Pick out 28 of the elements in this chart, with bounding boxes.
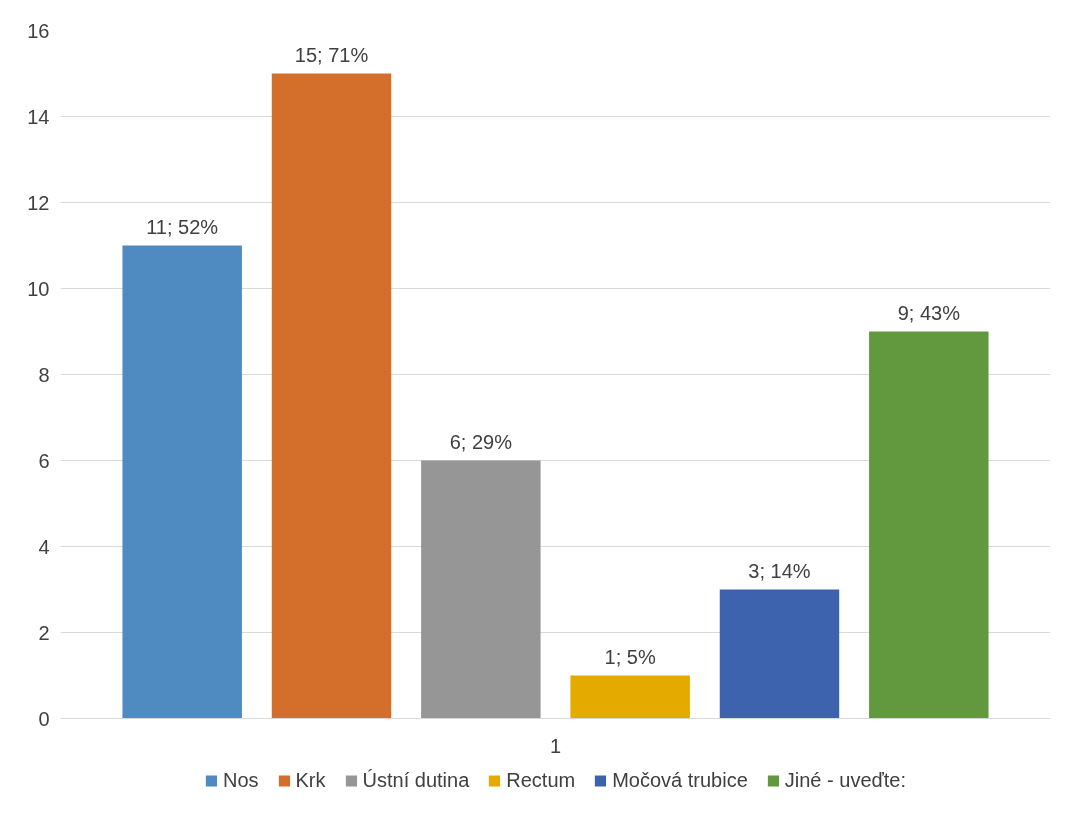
legend-label: Krk [295,768,326,792]
data-label: 15; 71% [294,43,369,66]
y-tick-label: 12 [27,191,50,214]
bar [719,589,840,719]
y-tick-label: 14 [27,105,50,128]
bar [869,331,989,719]
legend-label: Ústní dutina [362,768,470,792]
bar [570,675,690,719]
legend-label: Nos [222,768,259,792]
bar [122,245,242,719]
legend-label: Rectum [506,768,576,792]
bar [271,73,392,719]
data-label: 6; 29% [449,430,513,453]
y-tick-label: 2 [38,621,50,644]
data-label: 3; 14% [748,559,811,582]
data-label: 11; 52% [146,215,219,238]
y-tick-label: 0 [38,707,50,730]
y-tick-label: 10 [27,277,50,300]
y-tick-label: 6 [38,449,50,472]
y-tick-label: 4 [38,535,50,558]
data-label: 1; 5% [604,645,656,668]
legend-label: Jiné - uveďte: [784,768,907,792]
legend-label: Močová trubice [612,768,748,792]
data-label: 9; 43% [897,301,961,324]
y-tick-label: 16 [27,19,50,42]
bar [421,460,541,719]
x-tick-label: 1 [549,734,562,757]
y-tick-label: 8 [38,363,50,386]
